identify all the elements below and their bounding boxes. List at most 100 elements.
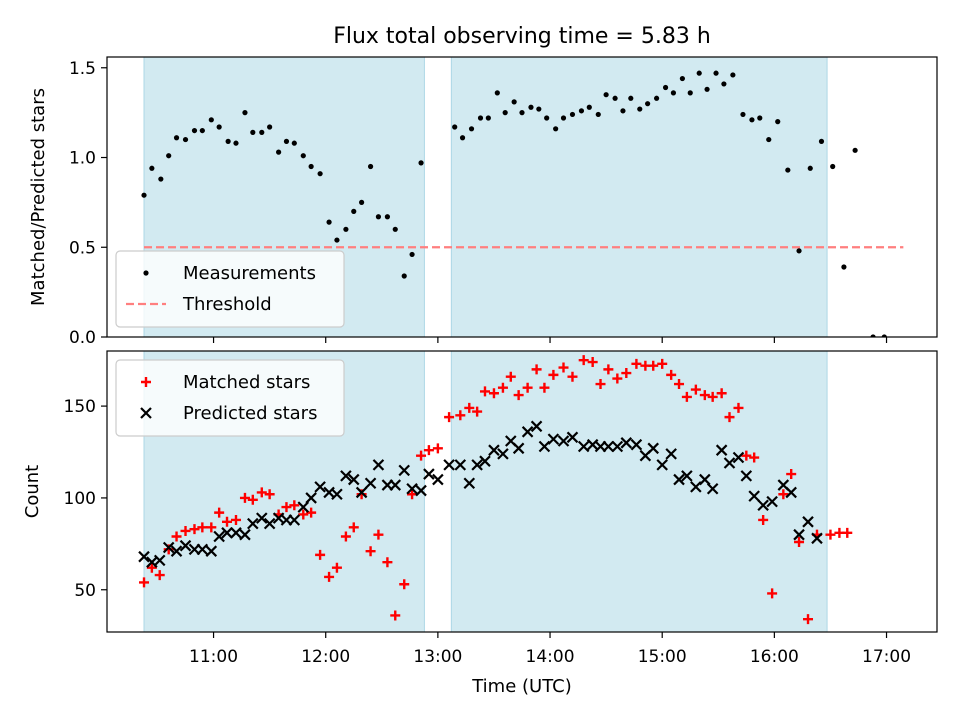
matched-stars-point-54 [603, 364, 614, 375]
predicted-stars-point-13 [247, 517, 259, 530]
predicted-stars-point-0 [138, 550, 150, 563]
predicted-stars-point-3 [162, 541, 175, 554]
measurements-point-63 [696, 70, 702, 76]
predicted-stars-point-23 [331, 488, 343, 501]
ratio-y-tick-label-0: 0.0 [69, 328, 96, 348]
matched-stars-point-47 [539, 382, 550, 393]
matched-stars-point-65 [699, 390, 710, 401]
x-tick-label-0: 11:00 [189, 647, 238, 667]
measurements-point-53 [612, 95, 618, 101]
measurements-point-3 [166, 153, 172, 159]
matched-stars-point-38 [464, 402, 475, 413]
matched-stars-point-48 [548, 369, 559, 380]
matched-stars-point-29 [382, 557, 393, 568]
ratio-legend: Measurements Threshold [115, 250, 345, 328]
matched-stars-point-6 [189, 524, 200, 535]
predicted-stars-point-68 [723, 457, 736, 469]
measurements-point-79 [852, 147, 858, 153]
ratio-panel: 0.0 0.5 1.0 1.5 Matched/Predicted stars Measu… [28, 56, 938, 348]
measurements-point-31 [401, 273, 407, 279]
measurements-point-50 [586, 104, 592, 110]
matched-stars-point-70 [741, 450, 752, 461]
measurements-point-24 [343, 226, 349, 232]
matched-stars-point-8 [206, 522, 217, 533]
measurements-point-22 [326, 219, 332, 225]
matched-stars-point-77 [803, 614, 814, 625]
matched-stars-point-24 [340, 531, 351, 542]
count-axes-frame [106, 350, 938, 633]
measurements-point-30 [392, 226, 398, 232]
matched-stars-point-57 [631, 358, 642, 369]
measurements-point-29 [384, 214, 391, 220]
predicted-stars-point-48 [547, 433, 560, 445]
predicted-stars-point-31 [398, 464, 411, 477]
measurements-point-73 [785, 167, 791, 173]
matched-stars-point-62 [674, 379, 685, 390]
measurements-point-33 [418, 160, 424, 166]
matched-stars-point-1 [146, 562, 157, 573]
legend-matched-stars-marker [141, 377, 151, 387]
matched-stars-point-27 [365, 546, 376, 557]
count-legend: Matched stars Predicted stars [115, 359, 345, 437]
predicted-stars-point-65 [699, 473, 711, 486]
count-data [138, 355, 853, 625]
measurements-point-61 [679, 75, 685, 82]
x-axis-label: Time (UTC) [471, 676, 572, 697]
measurements-point-25 [351, 208, 357, 214]
ratio-series-measurements [141, 70, 887, 337]
matched-stars-point-22 [324, 571, 335, 582]
predicted-stars-point-49 [557, 435, 570, 447]
predicted-stars-point-25 [347, 473, 360, 486]
matched-stars-point-60 [657, 358, 668, 369]
matched-stars-point-66 [707, 391, 718, 402]
matched-stars-point-56 [621, 368, 632, 379]
matched-stars-point-32 [407, 489, 418, 500]
predicted-stars-point-8 [205, 545, 218, 557]
matched-stars-point-0 [139, 577, 150, 588]
count-y-tick-label-0: 50 [74, 581, 96, 601]
measurements-point-35 [459, 135, 466, 141]
measurements-point-52 [603, 92, 609, 98]
measurements-point-32 [409, 251, 415, 258]
matched-stars-point-72 [758, 514, 769, 525]
matched-stars-point-34 [423, 445, 434, 456]
predicted-stars-point-71 [748, 490, 760, 502]
measurements-point-57 [645, 101, 651, 107]
predicted-stars-point-59 [647, 442, 660, 455]
measurements-point-34 [452, 124, 458, 130]
ratio-y-tick-label-2: 1.0 [69, 149, 96, 169]
measurements-point-9 [216, 124, 222, 130]
measurements-point-27 [367, 163, 374, 170]
measurements-point-18 [291, 140, 297, 146]
measurements-point-0 [141, 192, 147, 198]
measurements-point-8 [208, 117, 214, 123]
predicted-stars-point-18 [288, 514, 301, 526]
matched-stars-point-21 [315, 549, 326, 560]
measurements-point-11 [233, 140, 239, 146]
measurements-point-39 [494, 90, 500, 96]
measurements-point-41 [511, 99, 517, 105]
matched-stars-point-18 [289, 500, 300, 511]
matched-stars-point-28 [373, 529, 384, 540]
x-tick-label-4: 15:00 [638, 647, 687, 667]
predicted-stars-point-2 [153, 554, 166, 567]
predicted-stars-point-44 [512, 442, 525, 455]
measurements-point-54 [620, 108, 626, 114]
x-tick-label-3: 14:00 [526, 647, 575, 667]
count-series-matched-stars [139, 355, 853, 625]
measurements-point-16 [276, 149, 282, 155]
measurements-point-75 [807, 165, 813, 171]
matched-stars-point-42 [497, 382, 508, 393]
matched-stars-point-20 [306, 507, 317, 518]
predicted-stars-point-11 [230, 527, 242, 539]
measurements-point-40 [502, 110, 508, 116]
matched-stars-point-75 [786, 469, 797, 480]
measurements-point-5 [182, 136, 189, 143]
predicted-stars-point-7 [196, 543, 209, 556]
measurements-point-47 [560, 115, 567, 121]
legend-measurements-label: Measurements [183, 263, 316, 284]
predicted-stars-point-41 [488, 444, 500, 456]
predicted-stars-point-24 [340, 470, 352, 482]
predicted-stars-point-21 [314, 481, 326, 493]
